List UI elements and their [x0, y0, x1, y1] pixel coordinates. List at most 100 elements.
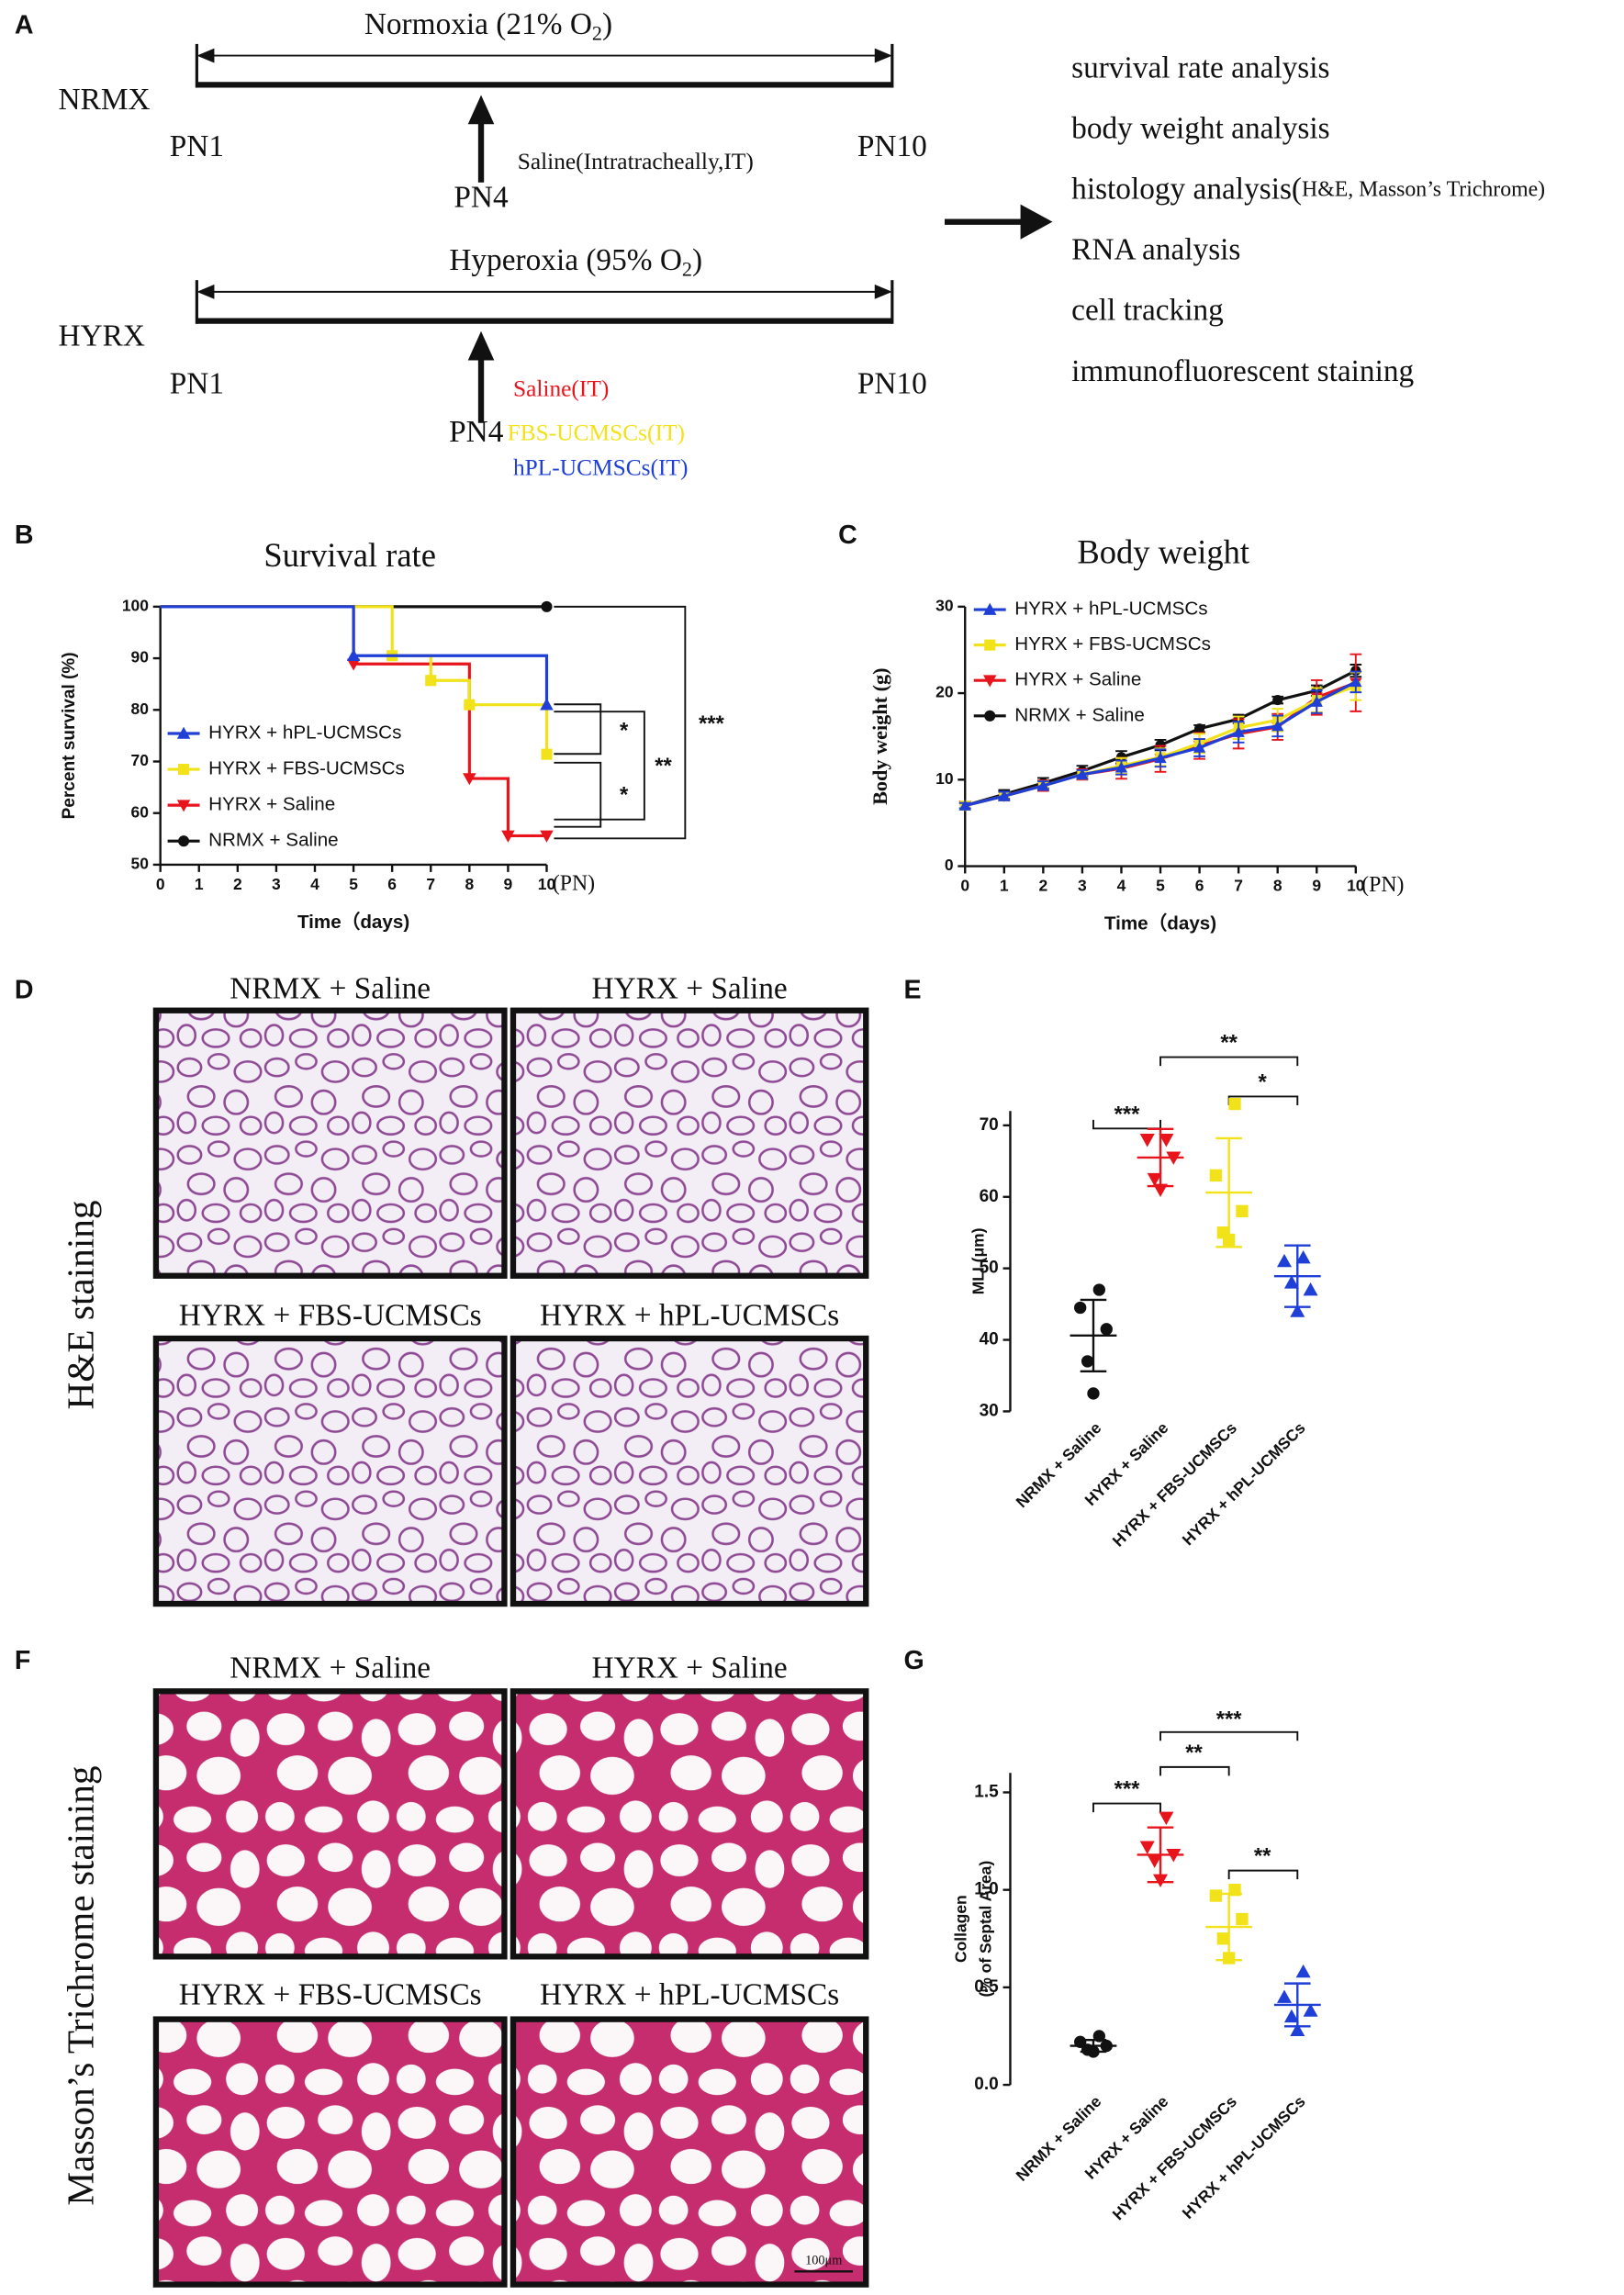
censor-mark [425, 675, 437, 687]
analysis-item: cell tracking [1071, 293, 1224, 327]
x-tick-label: 8 [1273, 876, 1282, 894]
significance: ** [655, 754, 672, 778]
title-text: Normoxia (21% O [364, 7, 592, 41]
histology-image [152, 1688, 508, 1960]
image-label: NRMX + Saline [230, 1651, 431, 1685]
title-text: Hyperoxia (95% O [449, 243, 682, 277]
x-tick-label: 2 [233, 875, 242, 893]
sd-bar [1147, 1826, 1174, 1884]
legend-marker [982, 675, 997, 688]
legend-marker [984, 710, 996, 722]
image-label: HYRX + FBS-UCMSCs [179, 1977, 482, 2011]
image-label: NRMX + Saline [230, 972, 431, 1006]
y-tick-label: 0.0 [974, 2075, 998, 2094]
data-point [1147, 1172, 1162, 1187]
data-point [1147, 1854, 1162, 1868]
x-tick-label: 2 [1038, 876, 1047, 894]
data-point [1076, 767, 1089, 779]
x-unit: (PN) [1361, 873, 1404, 897]
data-point [1290, 1304, 1305, 1317]
data-point [1209, 1889, 1223, 1902]
data-point [1276, 1253, 1293, 1268]
analysis-item: body weight analysis [1071, 111, 1329, 145]
x-tick-label: 1 [1000, 876, 1009, 894]
data-point [1271, 720, 1284, 732]
day-label: PN4 [454, 180, 509, 214]
x-tick-label: 0 [156, 875, 165, 893]
day-label: PN1 [170, 367, 224, 401]
y-tick-label: 50 [131, 855, 149, 873]
y-tick-label: 60 [131, 802, 149, 821]
panel-label: G [904, 1646, 924, 1675]
legend-marker [984, 639, 996, 651]
censor-mark [346, 649, 361, 662]
data-point [1303, 1282, 1318, 1296]
data-point [1114, 761, 1128, 773]
day-label: PN10 [857, 367, 927, 401]
significance: * [1259, 1069, 1268, 1094]
arrow-head [196, 284, 215, 299]
y-tick-label: 20 [935, 683, 953, 701]
histology-image [152, 1335, 508, 1607]
sd-bar [1080, 1298, 1107, 1372]
histology-image [510, 1007, 869, 1279]
data-point [1092, 1283, 1105, 1296]
sd-bar [1147, 1127, 1174, 1188]
day-label: PN10 [857, 129, 927, 163]
histology-image [152, 2016, 508, 2288]
panel-label: F [15, 1646, 30, 1675]
data-point [1290, 2022, 1305, 2036]
x-tick-label: 4 [310, 875, 319, 893]
y-tick-label: 80 [131, 700, 149, 718]
chart-title: Survival rate [263, 536, 436, 574]
data-point [1276, 1989, 1293, 2003]
y-tick-label: 30 [980, 1401, 999, 1420]
panel-label: D [15, 976, 34, 1005]
data-point [1232, 725, 1245, 737]
sd-bar [1215, 1892, 1242, 1962]
analysis-item: RNA analysis [1071, 232, 1240, 266]
analysis-text: body weight analysis [1071, 111, 1329, 145]
censor-mark [541, 748, 553, 760]
analysis-item: histology analysis(H&E, Masson’s Trichro… [1071, 172, 1545, 206]
x-tick-label: 6 [1195, 876, 1204, 894]
y-tick-label: 70 [980, 1115, 999, 1135]
significance: ** [1220, 1031, 1238, 1056]
image-label: HYRX + Saline [592, 972, 788, 1006]
data-point [1159, 1134, 1174, 1148]
arrow-head [467, 330, 495, 361]
legend-marker [176, 800, 191, 812]
data-point [1074, 1301, 1087, 1315]
analysis-text: immunofluorescent staining [1071, 353, 1414, 387]
data-point [1036, 779, 1050, 791]
x-tick-label: 5 [349, 875, 358, 893]
data-point [1100, 1323, 1113, 1336]
image-label: HYRX + hPL-UCMSCs [540, 1977, 839, 2011]
x-tick-label: 7 [1234, 876, 1243, 894]
y-tick-label: 70 [131, 751, 149, 769]
timeline-title: Normoxia (21% O2) [364, 7, 612, 45]
timeline-title: Hyperoxia (95% O2) [449, 243, 702, 281]
censor-mark [540, 830, 554, 843]
panel-label: B [15, 521, 34, 550]
histology-image [152, 1007, 508, 1279]
legend-label: HYRX + hPL-UCMSCs [208, 722, 401, 743]
big-arrow [945, 204, 1053, 240]
y-tick-label: 0.5 [974, 1977, 999, 1997]
x-tick-label: 10 [538, 875, 555, 893]
significance: * [620, 719, 629, 744]
data-point [1081, 1355, 1094, 1368]
image-label: HYRX + FBS-UCMSCs [179, 1298, 482, 1332]
y-axis-label: (% of Septal Area) [977, 1861, 995, 1998]
y-axis-label: MLI (μm) [969, 1228, 988, 1295]
data-point [1295, 1964, 1311, 1978]
data-point [1272, 695, 1283, 706]
data-point [1310, 695, 1323, 707]
significance: *** [699, 711, 725, 736]
x-tick-label: 0 [960, 876, 969, 894]
x-tick-label: 3 [1078, 876, 1087, 894]
data-point [1236, 1912, 1249, 1926]
data-point [1154, 752, 1167, 764]
sd-bar [1284, 1982, 1311, 2028]
data-point [1236, 1204, 1249, 1218]
